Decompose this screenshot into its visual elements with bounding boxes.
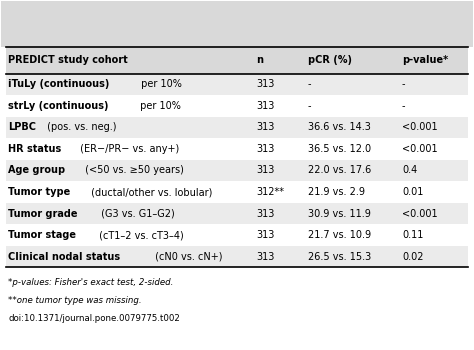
Text: -: - [402, 79, 405, 89]
Text: n: n [256, 55, 263, 65]
Text: 313: 313 [256, 166, 274, 175]
Bar [6, 246, 468, 267]
Text: doi:10.1371/journal.pone.0079775.t002: doi:10.1371/journal.pone.0079775.t002 [9, 314, 180, 323]
Text: Age group: Age group [9, 166, 65, 175]
Bar [6, 74, 468, 95]
Bar [1, 1, 473, 47]
Text: 0.4: 0.4 [402, 166, 417, 175]
Text: strLy (continuous): strLy (continuous) [9, 101, 109, 111]
Bar [6, 47, 468, 74]
Text: LPBC: LPBC [9, 122, 36, 132]
Text: 313: 313 [256, 230, 274, 240]
Text: Tumor grade: Tumor grade [9, 209, 78, 218]
Text: HR status: HR status [9, 144, 62, 154]
Text: <0.001: <0.001 [402, 144, 438, 154]
Text: p-value*: p-value* [402, 55, 448, 65]
Text: 0.02: 0.02 [402, 252, 423, 261]
Text: 26.5 vs. 15.3: 26.5 vs. 15.3 [308, 252, 371, 261]
Text: (ER−/PR− vs. any+): (ER−/PR− vs. any+) [77, 144, 179, 154]
Text: 21.7 vs. 10.9: 21.7 vs. 10.9 [308, 230, 371, 240]
Text: 313: 313 [256, 144, 274, 154]
Bar [6, 138, 468, 160]
Text: 313: 313 [256, 209, 274, 218]
Text: iTuLy (continuous): iTuLy (continuous) [9, 79, 110, 89]
Text: per 10%: per 10% [137, 101, 181, 111]
Bar [6, 181, 468, 203]
Text: 313: 313 [256, 79, 274, 89]
Text: -: - [308, 101, 311, 111]
Text: 0.01: 0.01 [402, 187, 423, 197]
Bar [6, 160, 468, 181]
Text: *p-values: Fisher's exact test, 2-sided.: *p-values: Fisher's exact test, 2-sided. [9, 278, 174, 287]
Text: pCR (%): pCR (%) [308, 55, 352, 65]
Bar [6, 95, 468, 117]
Text: Clinical nodal status: Clinical nodal status [9, 252, 120, 261]
Bar [6, 224, 468, 246]
Text: 0.11: 0.11 [402, 230, 423, 240]
Text: 21.9 vs. 2.9: 21.9 vs. 2.9 [308, 187, 365, 197]
Text: (pos. vs. neg.): (pos. vs. neg.) [45, 122, 117, 132]
Text: (cN0 vs. cN+): (cN0 vs. cN+) [152, 252, 223, 261]
Text: -: - [308, 79, 311, 89]
Text: 36.5 vs. 12.0: 36.5 vs. 12.0 [308, 144, 371, 154]
Text: 313: 313 [256, 252, 274, 261]
Bar [6, 203, 468, 224]
Text: **one tumor type was missing.: **one tumor type was missing. [9, 296, 142, 305]
Text: (ductal/other vs. lobular): (ductal/other vs. lobular) [88, 187, 213, 197]
Text: (<50 vs. ≥50 years): (<50 vs. ≥50 years) [82, 166, 183, 175]
Text: <0.001: <0.001 [402, 122, 438, 132]
Text: (G3 vs. G1–G2): (G3 vs. G1–G2) [98, 209, 174, 218]
Text: (cT1–2 vs. cT3–4): (cT1–2 vs. cT3–4) [96, 230, 183, 240]
Text: 312**: 312** [256, 187, 284, 197]
Text: Tumor stage: Tumor stage [9, 230, 76, 240]
Text: 36.6 vs. 14.3: 36.6 vs. 14.3 [308, 122, 371, 132]
Text: 30.9 vs. 11.9: 30.9 vs. 11.9 [308, 209, 371, 218]
Bar [6, 117, 468, 138]
Text: <0.001: <0.001 [402, 209, 438, 218]
Text: Tumor type: Tumor type [9, 187, 71, 197]
Text: PREDICT study cohort: PREDICT study cohort [9, 55, 128, 65]
Text: per 10%: per 10% [138, 79, 182, 89]
Text: 313: 313 [256, 101, 274, 111]
Text: 313: 313 [256, 122, 274, 132]
Text: -: - [402, 101, 405, 111]
Text: 22.0 vs. 17.6: 22.0 vs. 17.6 [308, 166, 371, 175]
